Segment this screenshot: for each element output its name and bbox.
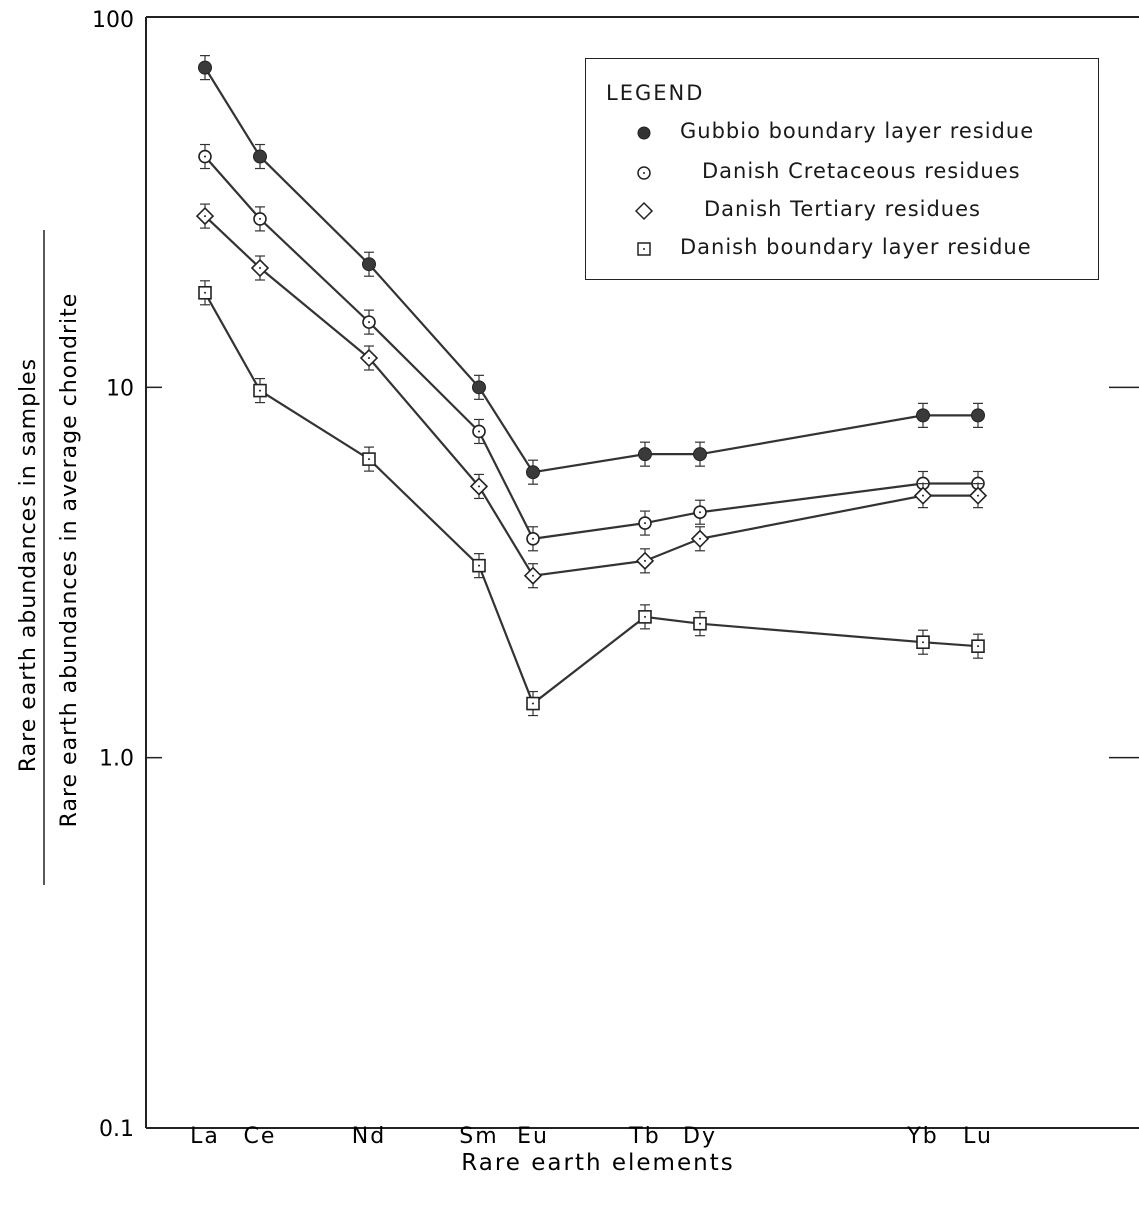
data-point [916,629,930,655]
x-tick-label: Yb [906,1124,938,1149]
legend-label-gubbio: Gubbio boundary layer residue [680,119,1035,143]
x-tick-label: Dy [683,1124,717,1149]
y-axis-label-denominator-wrap: Rare earth abundances in average chondri… [57,293,82,828]
x-tick-label: Nd [352,1124,386,1149]
ticks: 100 10 1.0 0.1 La Ce Nd Sm Eu Tb Dy Yb Lu [92,8,1139,1149]
data-point [523,563,543,589]
y-axis-label-denominator: Rare earth abundances in average chondri… [57,293,82,828]
data-point [198,280,212,306]
data-point [472,374,486,400]
legend-item-gubbio: Gubbio boundary layer residue [606,119,1086,147]
data-point [638,604,652,630]
y-tick-label: 0.1 [99,1117,134,1142]
axes [145,16,1139,1129]
legend: LEGEND Gubbio boundary layer residue Dan… [585,58,1099,280]
legend-label-danish-tertiary: Danish Tertiary residues [704,197,981,221]
data-point [253,206,267,232]
legend-item-danish-tertiary: Danish Tertiary residues [606,197,1086,225]
data-point [693,611,707,637]
y-tick-label: 10 [106,376,134,401]
series-line [204,292,979,706]
open-circle-icon [637,166,651,180]
data-point [195,203,215,229]
open-diamond-icon [634,201,654,221]
data-point [971,402,985,428]
legend-item-danish-cretaceous: Danish Cretaceous residues [606,159,1086,187]
data-point [638,441,652,467]
data-point [693,441,707,467]
data-point [971,633,985,659]
data-point [362,251,376,277]
data-point [253,377,267,404]
data-point [472,418,486,445]
data-point [916,402,930,428]
legend-label-danish-cretaceous: Danish Cretaceous residues [702,159,1021,183]
series-line [532,414,978,474]
series-markers [195,55,988,717]
data-point [359,345,379,371]
data-point [635,548,655,574]
data-point [693,499,707,525]
x-tick-label: Sm [459,1124,498,1149]
x-tick-label: Ce [244,1124,277,1149]
data-point [526,526,540,552]
open-square-icon [637,242,651,256]
data-point [472,553,486,579]
data-point [469,473,489,500]
filled-circle-icon [637,126,651,140]
data-point [198,143,212,170]
legend-title: LEGEND [606,81,705,105]
data-point [250,255,270,281]
y-tick-label: 100 [92,8,134,33]
x-tick-label: Lu [963,1124,993,1149]
data-point [526,459,540,485]
data-point [690,526,710,552]
legend-label-danish-boundary: Danish boundary layer residue [680,235,1032,259]
data-point [526,690,540,717]
data-point [362,309,376,335]
legend-item-danish-boundary: Danish boundary layer residue [606,235,1086,263]
data-point [638,510,652,536]
data-point [198,55,212,81]
data-point [253,143,267,170]
x-axis-label: Rare earth elements [461,1150,734,1176]
y-axis-label: Rare earth abundances in samples [16,358,41,772]
x-tick-label: La [190,1124,220,1149]
x-tick-label: Tb [628,1124,660,1149]
data-point [968,483,988,509]
y-axis-label-numerator: Rare earth abundances in samples [16,358,41,772]
data-point [913,483,933,509]
y-tick-label: 1.0 [99,747,134,772]
x-tick-label: Eu [517,1124,549,1149]
data-point [362,446,376,472]
